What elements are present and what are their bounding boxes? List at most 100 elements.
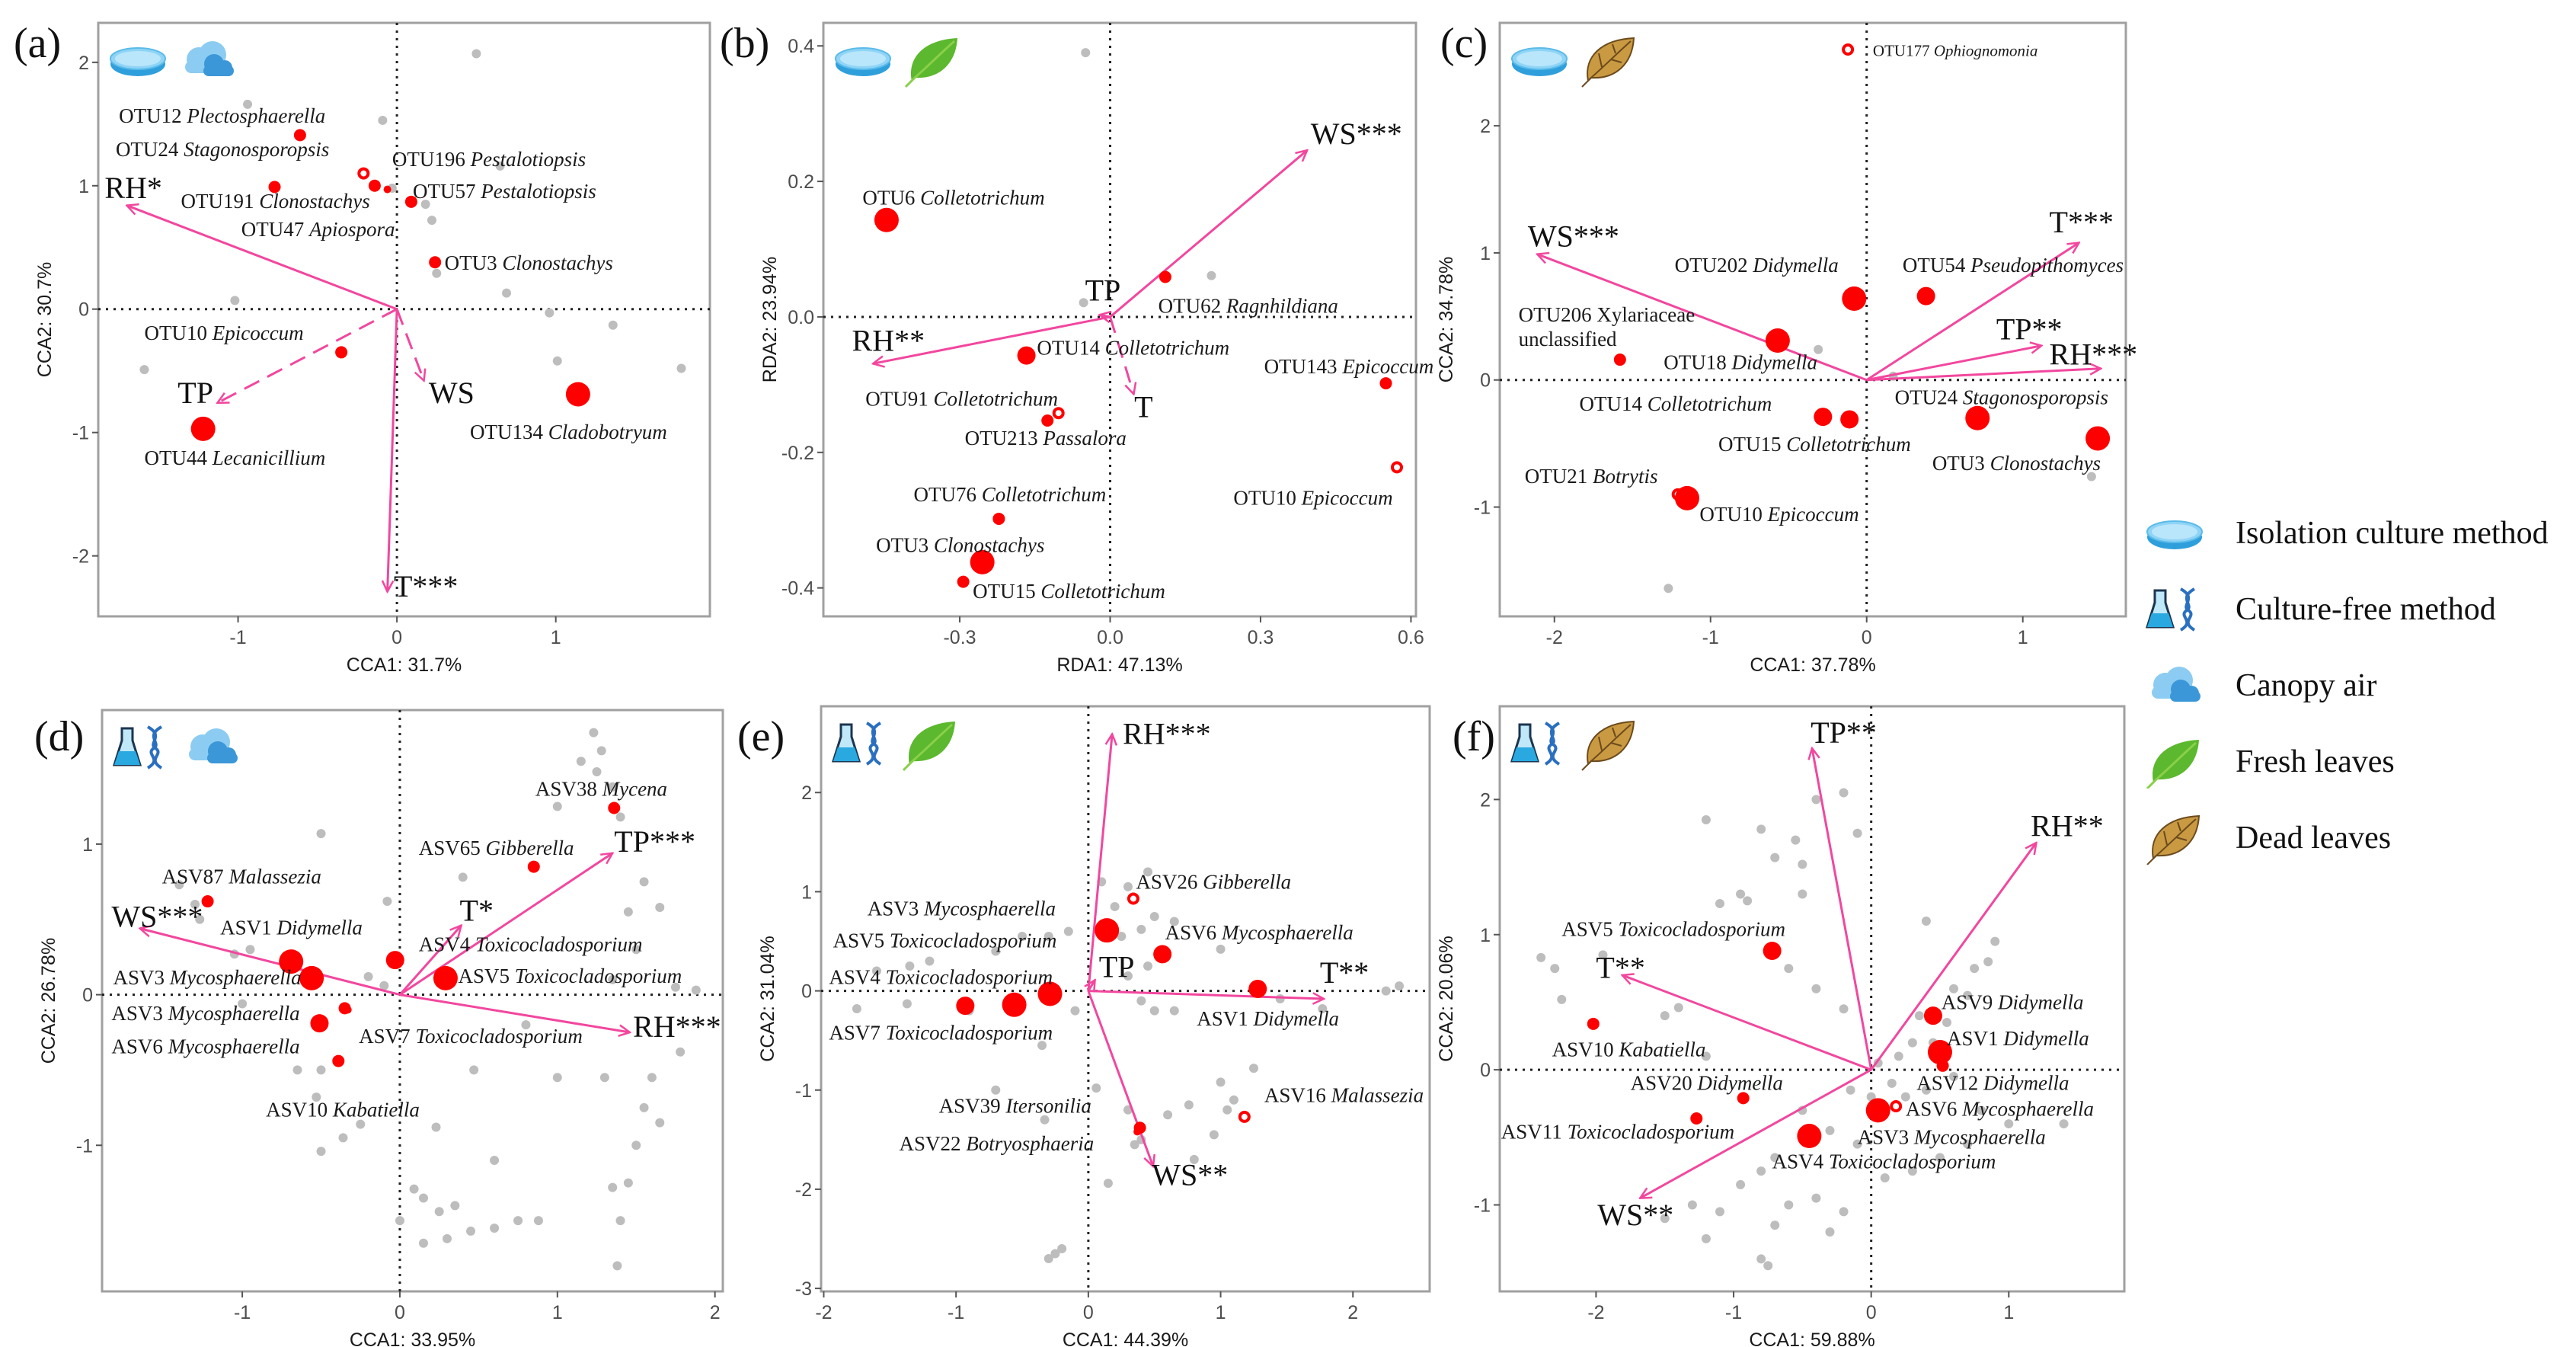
background-point <box>1846 1085 1855 1095</box>
legend-label: Culture-free method <box>2236 592 2496 627</box>
species-genus: Toxicocladosporium <box>475 933 643 955</box>
background-point <box>195 914 205 924</box>
background-point <box>1660 1214 1670 1224</box>
y-axis-title: CCA2: 31.04% <box>757 936 778 1061</box>
environment-arrow <box>1622 975 1872 1071</box>
species-genus: Didymella <box>1752 254 1838 277</box>
y-axis-title: CCA2: 20.06% <box>1436 936 1457 1061</box>
environment-arrow <box>1640 1068 1872 1198</box>
background-point <box>1222 1105 1232 1115</box>
environment-label: T** <box>1596 951 1644 985</box>
x-tick-label: 0.0 <box>1097 627 1123 648</box>
y-tick-label: 0 <box>1480 1060 1491 1081</box>
species-id: OTU202 <box>1675 254 1753 277</box>
background-point <box>631 1141 641 1150</box>
dead-leaf-icon <box>1581 720 1635 771</box>
background-point <box>1149 1006 1159 1016</box>
species-genus: Xylariaceae <box>1596 303 1695 326</box>
species-id: ASV1 <box>1947 1027 2003 1050</box>
background-point <box>521 1020 531 1030</box>
species-genus: Itersonilia <box>1005 1095 1091 1118</box>
background-point <box>552 801 562 811</box>
y-tick-label: 2 <box>1480 116 1491 137</box>
background-point <box>1701 814 1711 824</box>
species-id: OTU10 <box>1233 486 1301 509</box>
species-id: OTU6 <box>862 186 920 209</box>
species-id: OTU44 <box>144 446 212 469</box>
background-point <box>443 1233 452 1243</box>
background-point <box>502 288 512 298</box>
background-point <box>871 966 881 976</box>
background-point <box>608 1182 618 1192</box>
species-point <box>1095 918 1120 943</box>
background-point <box>1743 896 1753 906</box>
species-genus: Clonostachys <box>502 251 613 274</box>
species-label: ASV39 Itersonilia <box>939 1095 1091 1118</box>
species-point <box>332 1054 345 1067</box>
legend-label: Fresh leaves <box>2236 744 2395 779</box>
x-tick-label: -1 <box>234 1302 251 1323</box>
background-point <box>676 1047 686 1057</box>
species-label: OTU202 Didymella <box>1675 254 1839 277</box>
y-tick-label: 2 <box>78 53 89 74</box>
species-id: ASV4 <box>419 933 475 955</box>
species-genus: Gibberella <box>1203 871 1291 894</box>
background-point <box>316 1147 326 1157</box>
plot-frame <box>1498 21 2127 618</box>
background-point <box>1044 931 1053 941</box>
background-point <box>1770 853 1780 862</box>
species-id: OTU191 <box>181 190 259 213</box>
species-id: OTU10 <box>144 322 212 344</box>
environment-label: RH** <box>2031 808 2104 843</box>
species-id: ASV16 <box>1264 1083 1331 1106</box>
background-point <box>608 782 618 792</box>
species-id: OTU24 <box>1895 386 1963 408</box>
background-point <box>1784 964 1794 974</box>
species-id: OTU18 <box>1664 351 1731 374</box>
species-genus: Cladobotryum <box>548 421 667 443</box>
species-point <box>956 997 975 1016</box>
background-point <box>631 945 641 955</box>
background-point <box>1798 859 1807 869</box>
background-point <box>1814 344 1823 354</box>
environment-label: TP <box>177 376 213 410</box>
species-point <box>268 181 281 194</box>
species-id: OTU47 <box>241 218 309 241</box>
background-point <box>378 115 388 125</box>
y-tick-label: -2 <box>795 1179 812 1201</box>
background-point <box>1070 1006 1080 1016</box>
y-tick-label: -2 <box>72 546 89 568</box>
y-tick-label: -3 <box>795 1278 812 1300</box>
species-genus: Didymella <box>1696 1072 1782 1095</box>
species-label: OTU76 Colletotrichum <box>913 483 1106 506</box>
species-point <box>357 167 370 180</box>
species-point <box>1037 981 1063 1006</box>
species-genus: Gibberella <box>486 837 574 859</box>
background-point <box>1949 984 1959 993</box>
background-point <box>1687 1200 1697 1210</box>
species-genus: Stagonosporopsis <box>184 138 329 161</box>
background-point <box>1756 1254 1766 1264</box>
species-id: OTU3 <box>1932 452 1990 475</box>
y-tick-label: -1 <box>795 1080 812 1102</box>
legend-item-fresh-leaves: Fresh leaves <box>2144 724 2549 800</box>
plot-frame <box>820 705 1431 1293</box>
species-point <box>433 965 458 990</box>
flask-dna-icon <box>2145 587 2196 632</box>
legend: Isolation culture method Culture-free me… <box>2144 495 2549 876</box>
species-genus: Toxicocladosporium <box>1619 918 1786 941</box>
environment-label: RH** <box>852 323 925 357</box>
environment-label: WS*** <box>1528 219 1619 254</box>
background-point <box>1756 824 1766 834</box>
x-tick-label: 1 <box>2018 627 2028 648</box>
plot-frame <box>97 21 711 618</box>
background-point <box>1935 1153 1945 1163</box>
cloud-icon <box>185 41 234 76</box>
environment-label: TP** <box>1996 312 2063 346</box>
background-point <box>1664 584 1673 594</box>
environment-label: TP <box>1085 274 1121 308</box>
species-genus: Toxicocladosporium <box>415 1025 583 1048</box>
species-label: ASV1 Didymella <box>1197 1007 1339 1030</box>
background-point <box>552 356 562 366</box>
